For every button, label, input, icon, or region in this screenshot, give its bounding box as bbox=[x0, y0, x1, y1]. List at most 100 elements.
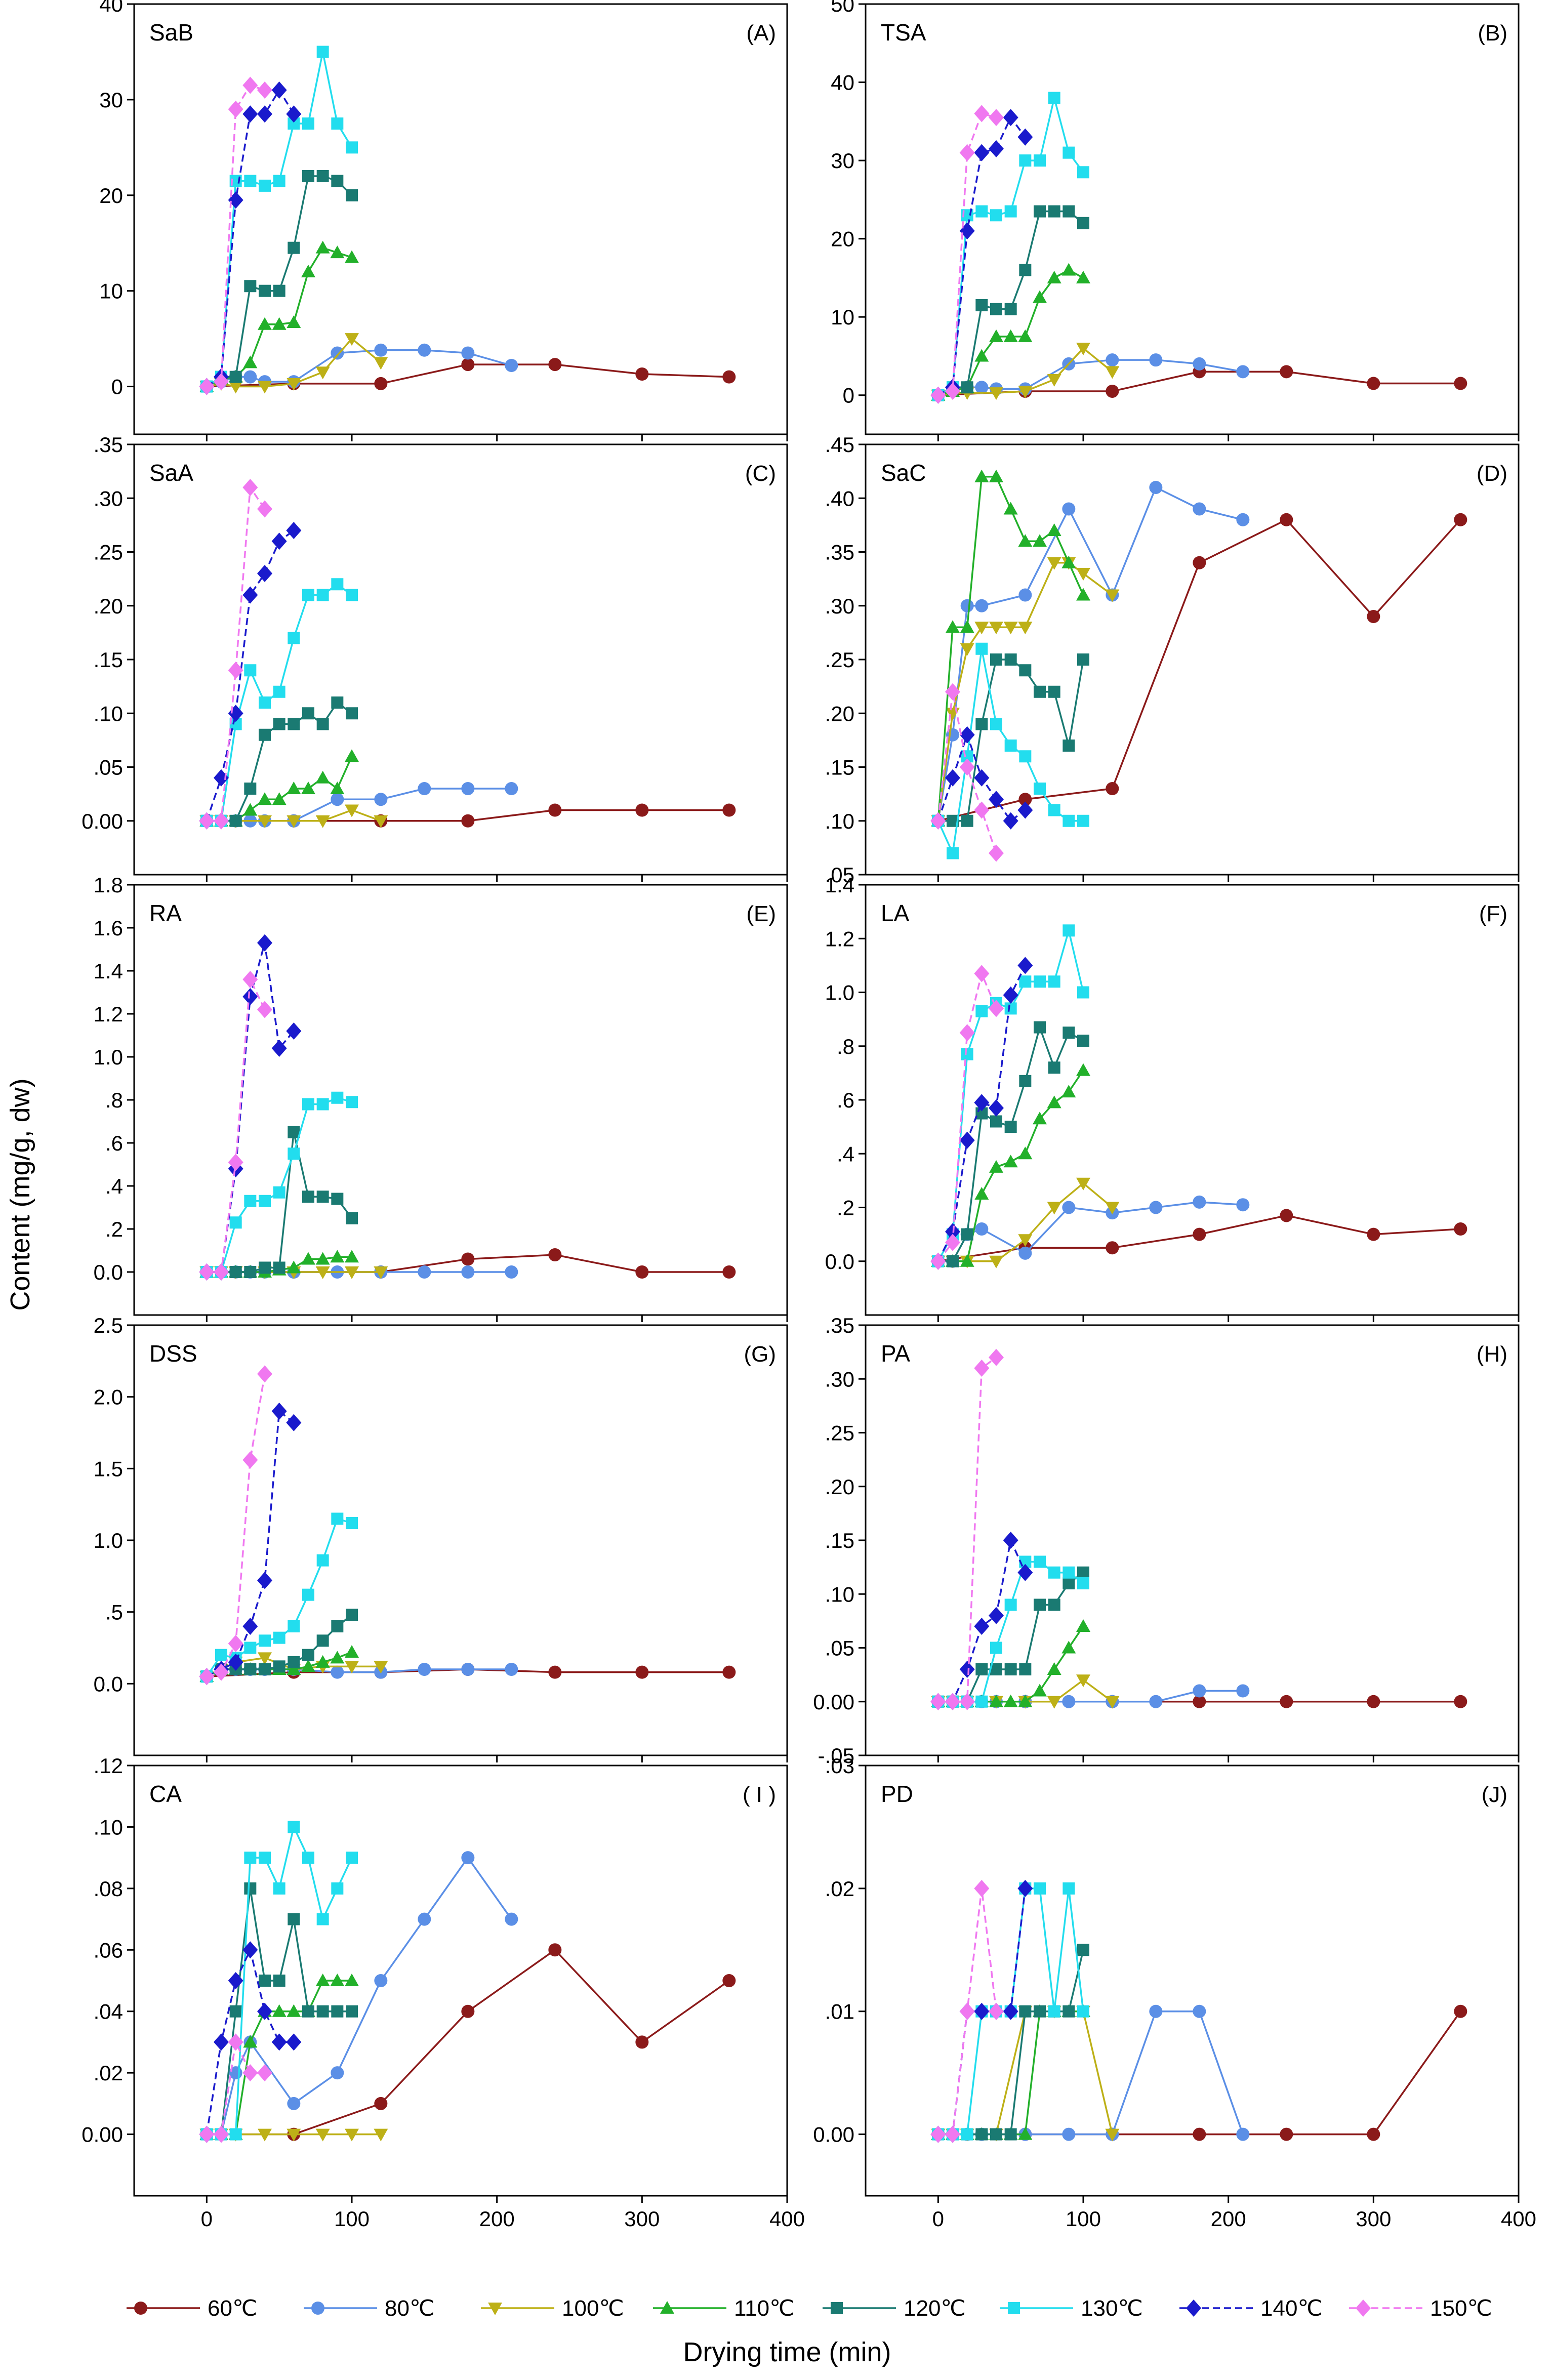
data-point bbox=[258, 1652, 272, 1665]
series-150c bbox=[930, 965, 1004, 1270]
data-point bbox=[961, 2128, 973, 2141]
data-point bbox=[287, 815, 301, 828]
data-point bbox=[229, 1266, 242, 1278]
y-tick-label: .30 bbox=[825, 1367, 854, 1391]
series-150c bbox=[199, 1365, 272, 1686]
data-point bbox=[1454, 377, 1467, 390]
y-tick-label: 50 bbox=[831, 0, 854, 16]
series-140c bbox=[199, 81, 302, 395]
data-point bbox=[461, 358, 475, 372]
data-point bbox=[1063, 924, 1075, 937]
data-point bbox=[243, 803, 258, 816]
data-point bbox=[974, 801, 990, 819]
data-point bbox=[242, 105, 258, 123]
data-point bbox=[1047, 1696, 1061, 1709]
y-tick-label: .05 bbox=[825, 1636, 854, 1660]
y-tick-label: .30 bbox=[94, 486, 123, 510]
data-point bbox=[1019, 975, 1032, 988]
data-point bbox=[930, 386, 946, 404]
legend-marker bbox=[660, 2301, 674, 2314]
data-point bbox=[1367, 610, 1380, 623]
data-point bbox=[1063, 1027, 1075, 1039]
data-point bbox=[1076, 270, 1090, 283]
data-point bbox=[1063, 2005, 1075, 2018]
data-point bbox=[1105, 2128, 1120, 2142]
data-point bbox=[960, 599, 974, 612]
data-point bbox=[1019, 1663, 1032, 1675]
data-point bbox=[1076, 588, 1090, 601]
data-point bbox=[287, 315, 301, 328]
data-point bbox=[346, 589, 358, 601]
data-point bbox=[316, 1913, 329, 1925]
y-tick-label: 1.0 bbox=[94, 1045, 123, 1069]
data-point bbox=[1280, 2127, 1293, 2141]
data-point bbox=[1018, 622, 1033, 635]
data-point bbox=[989, 387, 1003, 400]
data-point bbox=[1061, 555, 1076, 568]
data-point bbox=[1280, 1695, 1293, 1708]
data-point bbox=[302, 1191, 314, 1203]
data-point bbox=[974, 2002, 990, 2020]
data-point bbox=[1048, 1598, 1060, 1611]
data-point bbox=[273, 1882, 285, 1895]
data-point bbox=[345, 749, 359, 762]
data-point bbox=[1018, 2127, 1033, 2140]
data-point bbox=[273, 1975, 285, 1987]
data-point bbox=[1193, 357, 1206, 371]
data-point bbox=[945, 1234, 960, 1251]
data-point bbox=[331, 578, 344, 591]
data-point bbox=[315, 240, 330, 254]
data-point bbox=[548, 803, 562, 817]
data-point bbox=[1003, 986, 1018, 1004]
legend-item-140c: 140℃ bbox=[1179, 2296, 1323, 2321]
data-point bbox=[975, 2128, 988, 2141]
data-point bbox=[1063, 146, 1075, 159]
data-point bbox=[1063, 1566, 1075, 1579]
panel-la: 0.0 .2 .4 .6 .8 1.0 1.2 1.4 LA (F) bbox=[825, 873, 1520, 1322]
series-60c bbox=[200, 358, 736, 393]
data-point bbox=[945, 383, 960, 400]
data-point bbox=[1063, 740, 1075, 752]
data-point bbox=[1106, 385, 1119, 398]
series-line bbox=[937, 476, 1084, 821]
data-point bbox=[1047, 1202, 1061, 1215]
series-line bbox=[938, 2010, 1461, 2136]
data-point bbox=[946, 620, 960, 633]
series-100c bbox=[199, 804, 388, 828]
data-point bbox=[288, 1913, 300, 1925]
legend-label: 140℃ bbox=[1260, 2296, 1323, 2321]
data-point bbox=[302, 1649, 314, 1661]
y-tick-label: .45 bbox=[825, 433, 854, 457]
series-150c bbox=[930, 1879, 1004, 2143]
series-150c bbox=[930, 683, 1004, 862]
legend-item-60c: 60℃ bbox=[127, 2296, 257, 2321]
series-120c bbox=[932, 1566, 1089, 1708]
data-point bbox=[331, 1512, 344, 1525]
data-point bbox=[1018, 329, 1033, 342]
data-point bbox=[258, 317, 272, 330]
data-point bbox=[244, 1642, 257, 1654]
data-point bbox=[331, 117, 344, 130]
data-point bbox=[1077, 986, 1089, 999]
data-point bbox=[1367, 377, 1380, 390]
series-130c bbox=[200, 1091, 358, 1278]
data-point bbox=[242, 971, 258, 988]
data-point bbox=[1106, 782, 1119, 795]
data-point bbox=[1048, 205, 1060, 218]
data-point bbox=[989, 1348, 1004, 1366]
data-point bbox=[974, 349, 989, 362]
data-point bbox=[1034, 685, 1046, 698]
data-point bbox=[1003, 109, 1018, 127]
series-120c bbox=[200, 170, 358, 393]
data-point bbox=[990, 209, 1002, 222]
x-axis-title: Drying time (min) bbox=[683, 2337, 891, 2367]
data-point bbox=[930, 1252, 946, 1270]
data-point bbox=[989, 1694, 1003, 1707]
data-point bbox=[1062, 1695, 1076, 1708]
data-point bbox=[374, 793, 388, 806]
data-point bbox=[242, 988, 258, 1005]
data-point bbox=[722, 370, 736, 384]
legend: 60℃ 80℃ 100℃ 110℃ 120℃ 130℃ 140℃ 150℃ bbox=[127, 2296, 1492, 2321]
